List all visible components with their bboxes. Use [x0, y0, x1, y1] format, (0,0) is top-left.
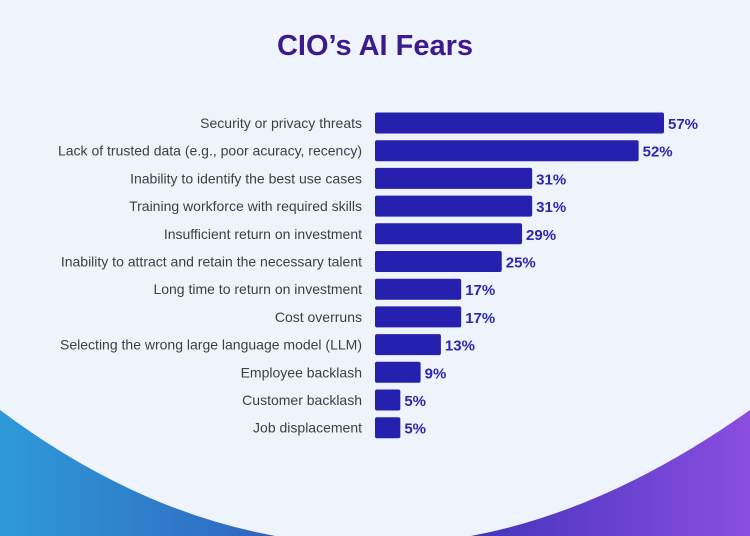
category-label: Job displacement — [253, 420, 362, 436]
value-label: 25% — [506, 255, 536, 272]
value-label: 9% — [425, 365, 447, 382]
category-label: Inability to attract and retain the nece… — [61, 254, 362, 270]
value-label: 31% — [536, 199, 566, 216]
category-label: Employee backlash — [241, 364, 362, 380]
bar — [375, 112, 664, 134]
bar — [375, 417, 401, 439]
value-label: 57% — [668, 116, 698, 133]
value-label: 5% — [404, 421, 426, 438]
value-label: 31% — [536, 171, 566, 188]
bar — [375, 167, 533, 189]
category-label: Customer backlash — [242, 392, 362, 408]
value-label: 52% — [643, 144, 673, 161]
value-label: 17% — [465, 282, 495, 299]
value-label: 5% — [404, 393, 426, 410]
bar — [375, 195, 533, 217]
category-label: Training workforce with required skills — [129, 198, 362, 214]
bar — [375, 278, 462, 300]
bar — [375, 306, 462, 328]
value-label: 29% — [526, 227, 556, 244]
bar — [375, 389, 401, 411]
category-label: Security or privacy threats — [200, 115, 362, 131]
category-label: Inability to identify the best use cases — [130, 170, 362, 186]
category-label: Cost overruns — [275, 309, 362, 325]
category-label: Lack of trusted data (e.g., poor acuracy… — [58, 143, 362, 159]
bar — [375, 140, 639, 162]
chart-title: CIO’s AI Fears — [276, 30, 474, 62]
bar — [375, 223, 523, 245]
value-label: 13% — [445, 338, 475, 355]
category-label: Insufficient return on investment — [164, 226, 362, 242]
bar — [375, 334, 441, 356]
bar — [375, 251, 502, 272]
category-label: Long time to return on investment — [153, 281, 362, 297]
category-label: Selecting the wrong large language model… — [60, 337, 362, 353]
value-label: 17% — [465, 310, 495, 327]
bar — [375, 361, 421, 383]
